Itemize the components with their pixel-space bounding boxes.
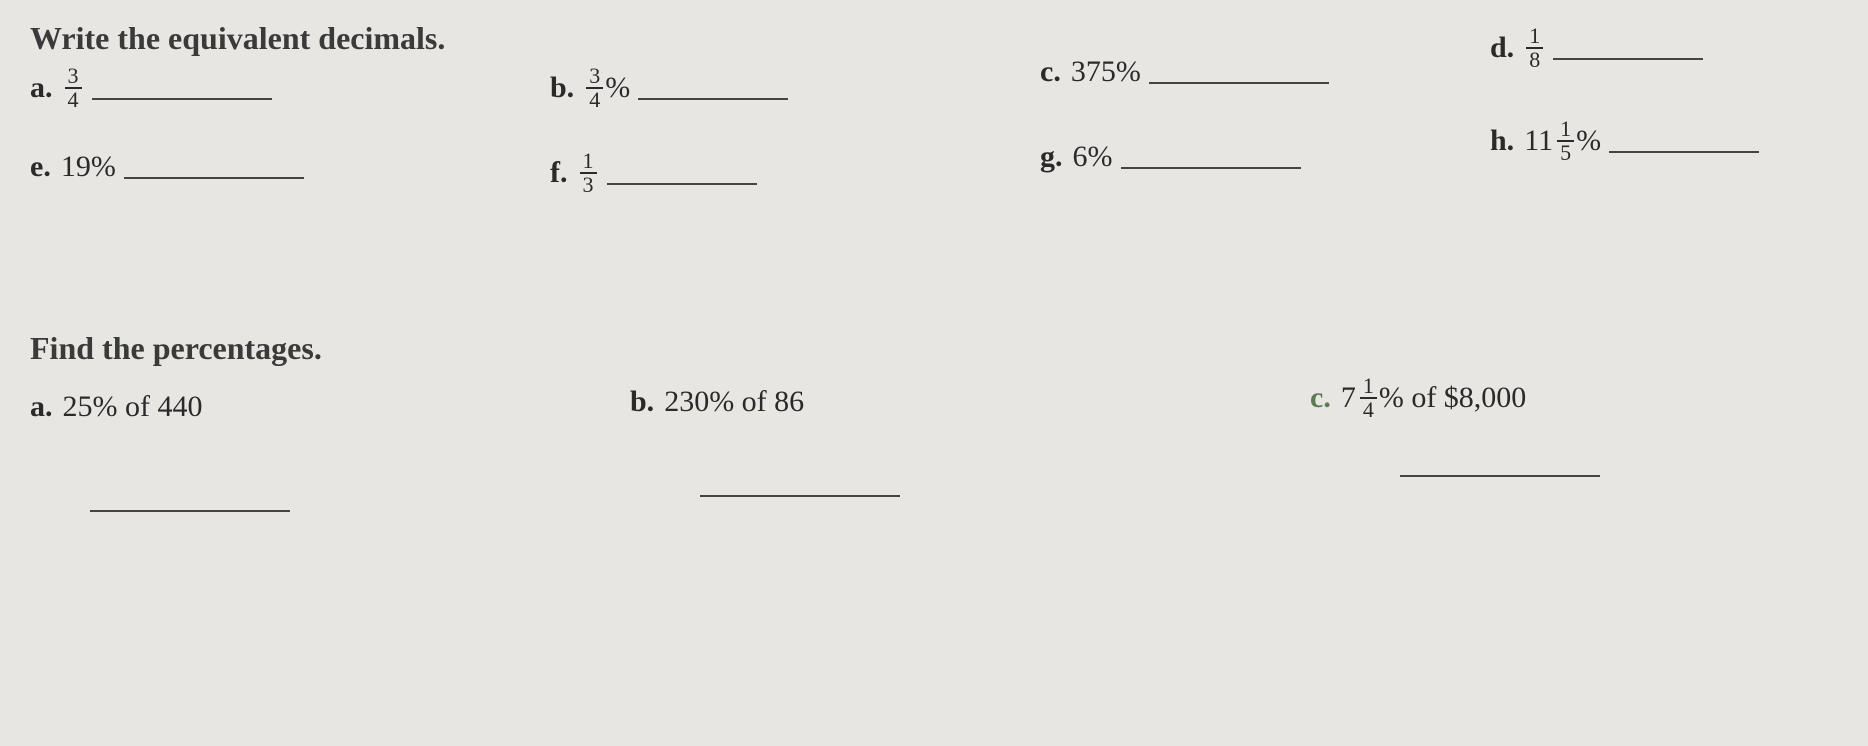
item-h-fraction: 1 5: [1557, 118, 1574, 164]
item-g: g. 6%: [1040, 140, 1301, 174]
item2-c-denominator: 4: [1360, 397, 1377, 421]
item2-c-suffix: % of $8,000: [1379, 381, 1526, 415]
item2-c-letter: c.: [1310, 381, 1331, 415]
item-h-blank[interactable]: [1609, 129, 1759, 153]
item-h-mixed: 11 1 5: [1524, 118, 1576, 164]
item-b-numerator: 3: [586, 65, 603, 87]
item-g-letter: g.: [1040, 140, 1063, 174]
item2-c-whole: 7: [1341, 381, 1356, 415]
item-e-letter: e.: [30, 150, 51, 184]
item-h-denominator: 5: [1557, 140, 1574, 164]
item-b-letter: b.: [550, 71, 574, 105]
item2-c: c. 7 1 4 % of $8,000: [1310, 375, 1526, 421]
item-h-letter: h.: [1490, 124, 1514, 158]
item-h-numerator: 1: [1557, 118, 1574, 140]
item2-b-letter: b.: [630, 385, 654, 419]
item-c: c. 375%: [1040, 55, 1329, 89]
item-h-suffix: %: [1576, 124, 1601, 158]
item-f-numerator: 1: [580, 150, 597, 172]
item-f-denominator: 3: [580, 172, 597, 196]
item-g-blank[interactable]: [1121, 145, 1301, 169]
item-d-blank[interactable]: [1553, 36, 1703, 60]
item-e-blank[interactable]: [124, 155, 304, 179]
item2-b-text: 230% of 86: [664, 385, 804, 419]
item-d-numerator: 1: [1526, 25, 1543, 47]
item-f-letter: f.: [550, 156, 568, 190]
item-h-whole: 11: [1524, 124, 1553, 158]
item-f-fraction: 1 3: [580, 150, 597, 196]
item-a: a. 3 4: [30, 65, 272, 111]
item-h: h. 11 1 5 %: [1490, 118, 1759, 164]
item-e: e. 19%: [30, 150, 304, 184]
item-d-fraction: 1 8: [1526, 25, 1543, 71]
item2-c-blank[interactable]: [1400, 475, 1600, 477]
item2-a: a. 25% of 440: [30, 390, 202, 424]
item-d-letter: d.: [1490, 31, 1514, 65]
item2-b-blank[interactable]: [700, 495, 900, 497]
item2-c-numerator: 1: [1360, 375, 1377, 397]
item2-b: b. 230% of 86: [630, 385, 804, 419]
item-a-fraction: 3 4: [65, 65, 82, 111]
item-d-denominator: 8: [1526, 47, 1543, 71]
item-a-letter: a.: [30, 71, 53, 105]
item-e-text: 19%: [61, 150, 116, 184]
item-c-text: 375%: [1071, 55, 1141, 89]
item-d: d. 1 8: [1490, 25, 1703, 71]
item-f-blank[interactable]: [607, 161, 757, 185]
item-a-numerator: 3: [65, 65, 82, 87]
item-c-letter: c.: [1040, 55, 1061, 89]
item-b-fraction: 3 4: [586, 65, 603, 111]
item-f: f. 1 3: [550, 150, 757, 196]
item-b-suffix: %: [605, 71, 630, 105]
item-g-text: 6%: [1073, 140, 1113, 174]
item-b-denominator: 4: [586, 87, 603, 111]
item2-c-fraction: 1 4: [1360, 375, 1377, 421]
item-a-denominator: 4: [65, 87, 82, 111]
item-c-blank[interactable]: [1149, 60, 1329, 84]
section2-heading: Find the percentages.: [30, 330, 322, 367]
item2-a-blank[interactable]: [90, 510, 290, 512]
item-a-blank[interactable]: [92, 76, 272, 100]
item2-a-text: 25% of 440: [63, 390, 203, 424]
item2-c-mixed: 7 1 4: [1341, 375, 1379, 421]
item-b-blank[interactable]: [638, 76, 788, 100]
item-b: b. 3 4 %: [550, 65, 788, 111]
item2-a-letter: a.: [30, 390, 53, 424]
